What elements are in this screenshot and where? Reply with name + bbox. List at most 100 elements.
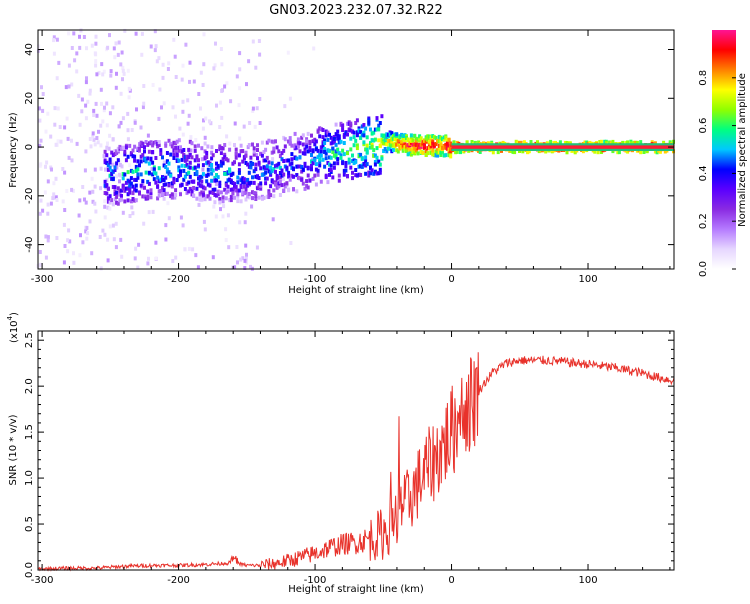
spectrogram-cell (278, 193, 282, 197)
spectrogram-cell (115, 149, 119, 154)
spectrogram-cell (272, 188, 276, 193)
spectrogram-cell (154, 156, 158, 160)
spectrogram-cell (159, 152, 163, 156)
spectrogram-cell (149, 188, 153, 193)
spectrogram-cell (216, 189, 220, 194)
spectrogram-cell (388, 146, 392, 151)
spectrogram-cell (283, 137, 287, 142)
spectrogram-cell (278, 175, 282, 180)
spectrogram-cell (238, 220, 242, 225)
spectrogram-cell (164, 223, 168, 228)
spectrogram-cell (329, 163, 333, 168)
spectrogram-cell (305, 139, 309, 144)
spectrogram-cell (97, 129, 100, 134)
spectrogram-cell (449, 149, 453, 154)
spectrogram-cell (177, 174, 181, 179)
spectrogram-cell (454, 150, 458, 155)
spectrogram-cell (295, 156, 299, 161)
spectrogram-cell (426, 137, 430, 142)
spectrogram-cell (236, 260, 239, 265)
spectrogram-cell (167, 161, 171, 166)
spectrogram-cell (172, 140, 176, 145)
spectrogram-cell (270, 179, 274, 184)
spectrogram-cell (364, 159, 368, 164)
spectrogram-cell (377, 127, 381, 132)
spectrogram-cell (185, 190, 189, 195)
spectrogram-cell (375, 127, 379, 132)
spectrogram-cell (311, 176, 315, 181)
spectrogram-cell (228, 167, 232, 172)
spectrogram-cell (142, 101, 146, 106)
spectrogram-cell (192, 179, 196, 184)
spectrogram-x-tick-label: -100 (304, 274, 327, 285)
spectrogram-cell (313, 158, 317, 163)
spectrogram-cell (243, 220, 247, 225)
spectrogram-cell (113, 149, 117, 154)
spectrogram-cell (319, 179, 323, 184)
spectrogram-cell (418, 138, 422, 143)
spectrogram-cell (167, 183, 171, 188)
spectrogram-cell (326, 130, 330, 135)
spectrogram-cell (162, 160, 166, 165)
spectrogram-cell (270, 168, 274, 173)
spectrogram-cell (78, 45, 82, 50)
spectrogram-cell (414, 142, 418, 147)
spectrogram-cell (287, 139, 291, 144)
spectrogram-cell (352, 135, 356, 140)
spectrogram-cell (94, 34, 98, 39)
spectrogram-cell (326, 180, 330, 185)
spectrogram-cell (39, 162, 43, 167)
spectrogram-cell (98, 235, 102, 239)
spectrogram-cell (141, 194, 145, 199)
spectrogram-cell (67, 228, 71, 233)
spectrogram-cell (238, 136, 242, 141)
spectrogram-cell (67, 155, 71, 160)
spectrogram-cell (38, 143, 42, 148)
spectrogram-cell (192, 186, 196, 190)
spectrogram-cell (332, 137, 336, 141)
spectrogram-cell (370, 144, 374, 149)
spectrogram-cell (165, 169, 169, 174)
spectrogram-cell (103, 215, 107, 220)
spectrogram-cell (364, 147, 368, 152)
spectrogram-cell (111, 162, 115, 167)
spectrogram-cell (165, 159, 169, 164)
spectrogram-cell (144, 159, 148, 164)
spectrogram-cell (126, 137, 130, 142)
spectrogram-cell (313, 142, 317, 147)
spectrogram-cell (262, 150, 266, 154)
spectrogram-cell (103, 199, 107, 204)
spectrogram-cell (140, 52, 144, 57)
snr-y-multiplier-base: (x10 (9, 320, 20, 343)
spectrogram-cell (190, 192, 194, 197)
spectrogram-cell (216, 163, 220, 168)
spectrogram-cell (88, 137, 92, 141)
spectrogram-cell (121, 145, 125, 150)
spectrogram-cell (200, 179, 204, 184)
spectrogram-cell (375, 171, 379, 176)
spectrogram-cell (190, 188, 194, 193)
spectrogram-cell (233, 195, 236, 200)
spectrogram-cell (96, 140, 100, 145)
spectrogram-cell (146, 261, 150, 266)
spectrogram-cell (332, 165, 336, 170)
spectrogram-cell (277, 184, 281, 189)
spectrogram-cell (106, 163, 110, 168)
spectrogram-cell (238, 67, 242, 72)
spectrogram-cell (239, 257, 243, 262)
spectrogram-cell (413, 151, 417, 156)
spectrogram-cell (445, 144, 449, 149)
spectrogram-cell (187, 189, 191, 194)
spectrogram-cell (241, 180, 245, 184)
spectrogram-cell (223, 155, 227, 160)
spectrogram-cell (182, 148, 186, 152)
spectrogram-cell (267, 138, 271, 143)
spectrogram-cell (164, 182, 168, 187)
spectrogram-cell (143, 145, 146, 150)
spectrogram-cell (265, 140, 269, 145)
spectrogram-cell (432, 135, 436, 140)
spectrogram-cell (99, 143, 103, 148)
spectrogram-cell (149, 191, 153, 195)
spectrogram-cell (362, 133, 366, 138)
spectrogram-cell (334, 132, 338, 137)
